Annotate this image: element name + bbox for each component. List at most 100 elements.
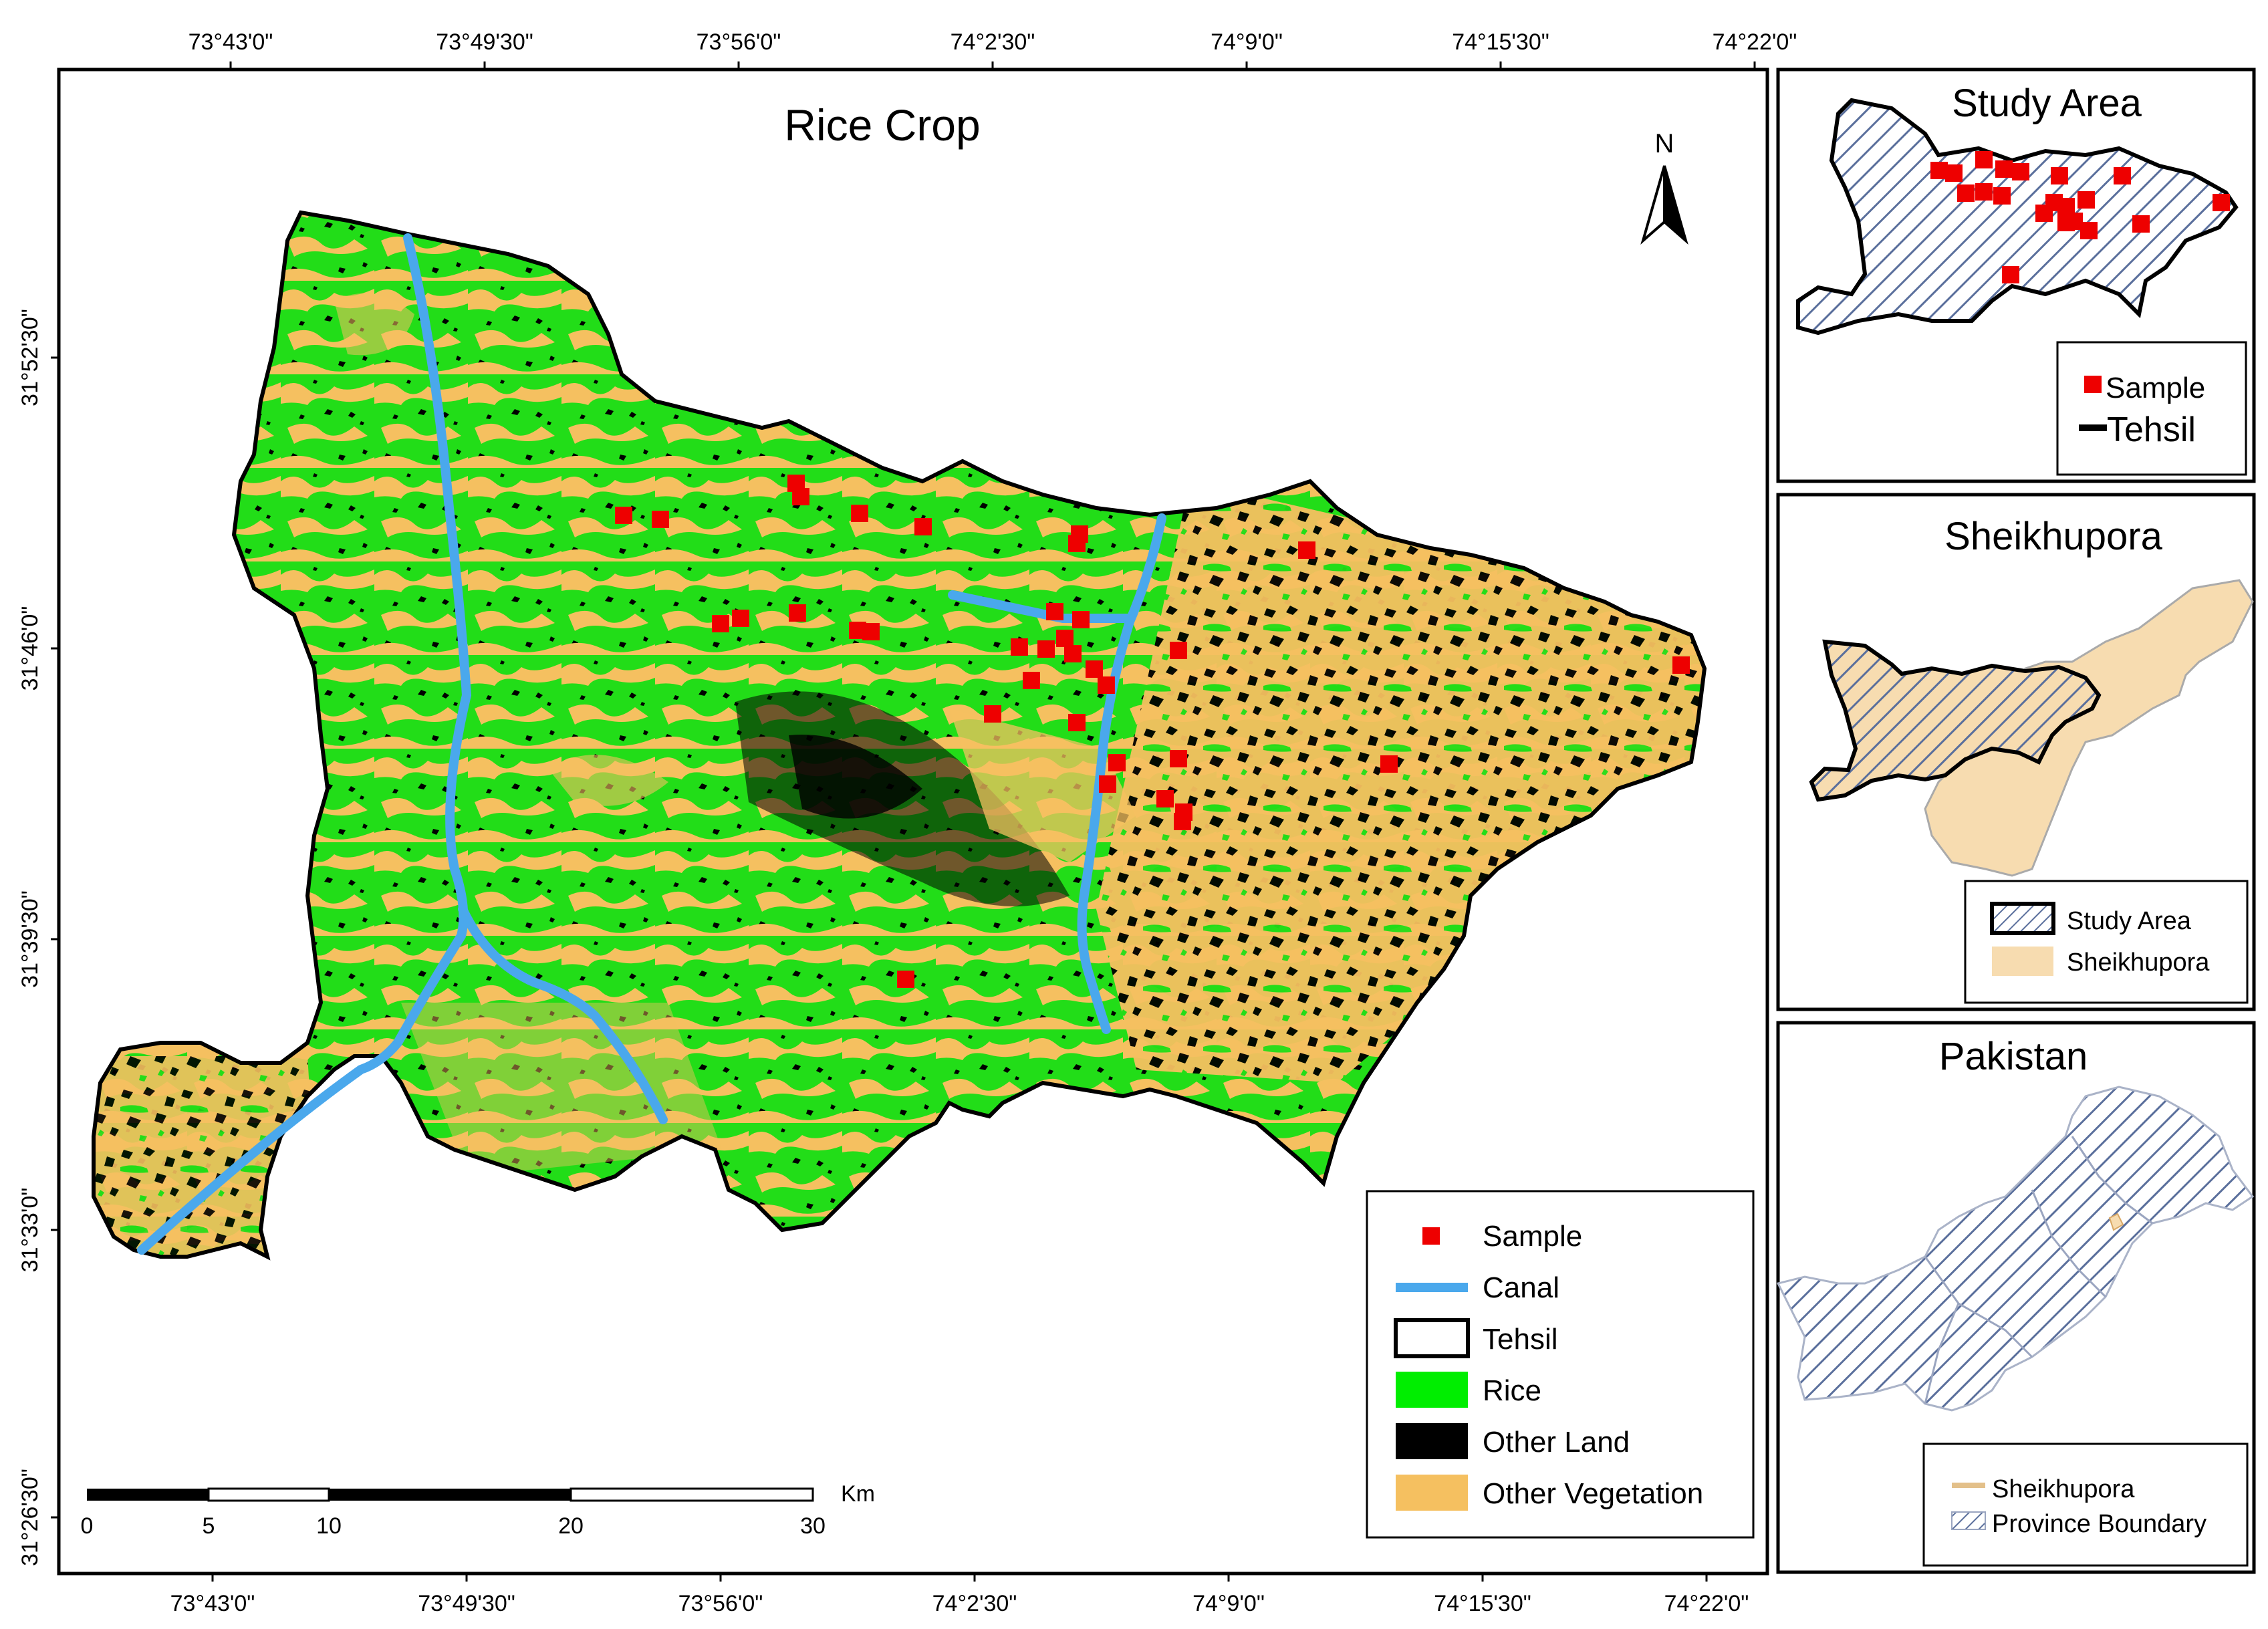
sample-point: [712, 615, 729, 632]
legend-study-area-label: Study Area: [2067, 907, 2192, 935]
pakistan-legend: Sheikhupora Province Boundary: [1922, 1443, 2249, 1567]
lat-tick-3: 31°39'30": [17, 890, 43, 988]
top-lon-tick-3: 73°56'0": [697, 29, 781, 55]
legend-pk-sheikhupora-label: Sheikhupora: [1992, 1475, 2135, 1503]
lat-tick-1: 31°52'30": [17, 309, 43, 406]
inset-sample-symbol: [2084, 376, 2102, 393]
bottom-lon-tick-7: 74°22'0": [1664, 1591, 1749, 1616]
top-lon-tick-5: 74°9'0": [1211, 29, 1283, 55]
bottom-lon-tick-2: 73°49'30": [418, 1591, 515, 1616]
pakistan-title: Pakistan: [1939, 1035, 2088, 1078]
sheikhupora-location-marker: [2108, 1213, 2124, 1231]
bottom-lon-tick-5: 74°9'0": [1192, 1591, 1265, 1616]
bottom-lon-tick-4: 74°2'30": [932, 1591, 1017, 1616]
canal-network: [137, 233, 1166, 1255]
top-lon-tick-6: 74°15'30": [1452, 29, 1549, 55]
top-longitude-axis: [229, 61, 1756, 70]
sample-point: [1037, 640, 1055, 658]
sample-point: [1023, 672, 1040, 689]
study-area-inset: Study Area Sample Tehsil: [1776, 68, 2256, 483]
sample-point: [1086, 660, 1103, 678]
legend-sheikhupora-symbol: [1992, 947, 2053, 976]
sample-point: [914, 518, 932, 535]
main-legend: Sample Canal Tehsil Rice Other Land Othe…: [1366, 1190, 1755, 1539]
legend-province-label: Province Boundary: [1992, 1510, 2207, 1538]
inset-tehsil-label: Tehsil: [2107, 410, 2196, 449]
inset-sample-label: Sample: [2106, 372, 2205, 404]
pakistan-shape: [1776, 1086, 2255, 1412]
legend-sheikhupora-label: Sheikhupora: [2067, 949, 2210, 977]
sample-point: [1174, 813, 1191, 830]
sample-point: [1170, 750, 1187, 767]
scale-unit: Km: [841, 1481, 875, 1507]
sample-point: [1046, 603, 1063, 620]
legend-sample-symbol: [1422, 1227, 1440, 1245]
sample-point: [1380, 755, 1398, 773]
study-area-legend: Sample Tehsil: [2056, 341, 2247, 476]
sample-point: [732, 610, 749, 627]
north-arrow-icon: N: [1640, 129, 1688, 245]
sample-point: [1099, 775, 1116, 793]
bottom-lon-tick-6: 74°15'30": [1434, 1591, 1531, 1616]
sample-point: [1072, 611, 1090, 628]
legend-province-symbol: [1951, 1511, 1986, 1530]
province-boundaries: [1924, 1136, 2153, 1404]
legend-study-area-symbol: [1990, 902, 2055, 935]
legend-sample-label: Sample: [1483, 1220, 1582, 1253]
sample-point: [789, 604, 806, 622]
sample-point: [1068, 535, 1086, 552]
sheikhupora-legend: Study Area Sheikhupora: [1964, 880, 2249, 1004]
legend-canal-label: Canal: [1483, 1271, 1559, 1304]
bottom-lon-tick-1: 73°43'0": [170, 1591, 255, 1616]
scale-label-30: 30: [800, 1513, 826, 1539]
study-area-shape: [1796, 98, 2239, 336]
bottom-lon-tick-3: 73°56'0": [678, 1591, 763, 1616]
north-label: N: [1655, 129, 1674, 158]
bottom-longitude-axis: [211, 1574, 1708, 1582]
sample-point: [1068, 714, 1086, 731]
scale-label-10: 10: [316, 1513, 342, 1539]
sheikhupora-title: Sheikhupora: [1944, 515, 2162, 558]
legend-tehsil-label: Tehsil: [1483, 1323, 1558, 1356]
top-lon-tick-4: 74°2'30": [951, 29, 1035, 55]
latitude-axis: [51, 356, 59, 1519]
legend-other-vegetation-label: Other Vegetation: [1483, 1477, 1703, 1510]
sheikhupora-district-shape: [1924, 579, 2254, 877]
pakistan-inset: Pakistan Sheikhupora Province Boundary: [1776, 1021, 2256, 1574]
sample-point: [897, 971, 914, 988]
sample-point: [615, 507, 632, 524]
sample-point: [792, 488, 809, 505]
legend-tehsil-symbol: [1394, 1318, 1470, 1358]
study-area-samples: [1930, 151, 2230, 283]
scale-label-0: 0: [81, 1513, 94, 1539]
sample-point: [1672, 656, 1690, 674]
sample-point: [1156, 790, 1174, 807]
map-title: Rice Crop: [784, 100, 980, 150]
scale-label-20: 20: [558, 1513, 584, 1539]
lat-tick-5: 31°26'30": [17, 1469, 43, 1566]
top-lon-tick-7: 74°22'0": [1713, 29, 1797, 55]
sample-point: [851, 505, 868, 522]
sample-point: [1064, 645, 1082, 662]
sample-point: [1011, 638, 1028, 656]
sample-point: [984, 705, 1001, 723]
legend-other-land-label: Other Land: [1483, 1426, 1630, 1459]
main-map: 73°43'0" 73°49'30" 73°56'0" 74°2'30" 74°…: [17, 29, 1797, 1616]
sample-point: [652, 511, 669, 528]
legend-rice-label: Rice: [1483, 1374, 1541, 1407]
sample-point: [1298, 541, 1315, 559]
sample-point: [862, 623, 880, 640]
top-lon-tick-2: 73°49'30": [436, 29, 533, 55]
sample-points: [615, 475, 1690, 988]
sheikhupora-inset: Sheikhupora Study Area Sheikhupora: [1776, 493, 2256, 1011]
sample-point: [1170, 642, 1187, 659]
study-area-title: Study Area: [1952, 82, 2142, 125]
legend-other-land-symbol: [1396, 1423, 1468, 1459]
scale-bar: Km 0 5 10 20 30: [81, 1481, 875, 1539]
legend-other-vegetation-symbol: [1396, 1475, 1468, 1511]
top-lon-tick-1: 73°43'0": [188, 29, 273, 55]
scale-label-5: 5: [203, 1513, 215, 1539]
legend-rice-symbol: [1396, 1372, 1468, 1408]
study-area-in-district-shape: [1809, 639, 2102, 802]
